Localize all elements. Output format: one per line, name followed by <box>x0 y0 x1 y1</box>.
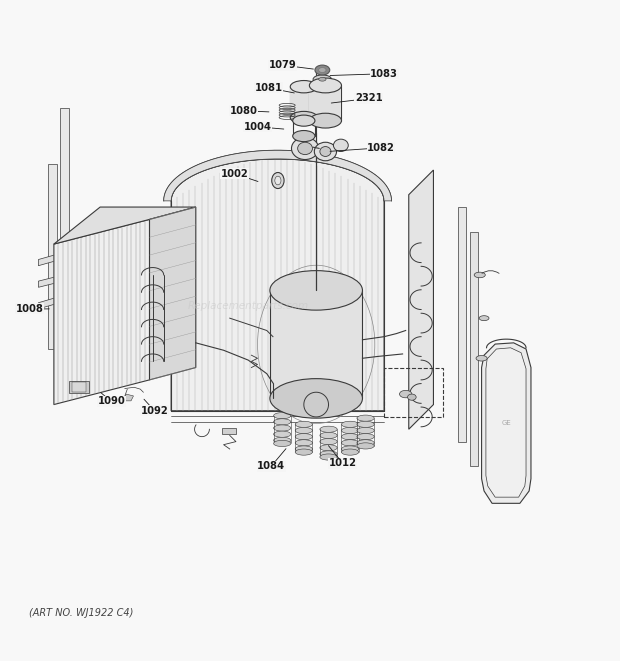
Ellipse shape <box>298 142 312 155</box>
Ellipse shape <box>273 440 291 447</box>
Ellipse shape <box>273 425 291 431</box>
Bar <box>69 381 89 393</box>
Ellipse shape <box>293 115 315 126</box>
Ellipse shape <box>291 137 319 159</box>
Ellipse shape <box>357 443 374 449</box>
Ellipse shape <box>357 415 374 421</box>
Polygon shape <box>482 343 531 503</box>
Ellipse shape <box>270 379 363 418</box>
Polygon shape <box>164 150 391 201</box>
Bar <box>73 382 86 392</box>
Ellipse shape <box>295 440 312 446</box>
Ellipse shape <box>314 142 337 161</box>
Ellipse shape <box>295 446 312 452</box>
Ellipse shape <box>320 438 337 445</box>
Polygon shape <box>60 108 69 318</box>
Polygon shape <box>223 428 236 434</box>
Ellipse shape <box>320 432 337 438</box>
Ellipse shape <box>342 449 359 455</box>
Text: 1083: 1083 <box>370 69 398 79</box>
Ellipse shape <box>273 431 291 438</box>
Polygon shape <box>149 207 196 380</box>
Ellipse shape <box>273 412 291 419</box>
Polygon shape <box>486 348 526 497</box>
Ellipse shape <box>275 176 281 185</box>
Ellipse shape <box>357 428 374 434</box>
Ellipse shape <box>295 428 312 434</box>
Ellipse shape <box>273 438 291 444</box>
Ellipse shape <box>272 173 284 188</box>
Polygon shape <box>38 281 112 309</box>
Ellipse shape <box>474 272 485 278</box>
Text: 1004: 1004 <box>244 122 272 132</box>
Ellipse shape <box>290 81 317 93</box>
Ellipse shape <box>320 445 337 451</box>
Ellipse shape <box>295 421 312 428</box>
Ellipse shape <box>319 67 326 73</box>
Ellipse shape <box>476 356 487 361</box>
Ellipse shape <box>309 78 342 93</box>
Polygon shape <box>38 256 137 288</box>
Text: 1081: 1081 <box>255 83 283 93</box>
Polygon shape <box>270 290 363 399</box>
Ellipse shape <box>295 434 312 440</box>
Text: 1092: 1092 <box>141 406 169 416</box>
Text: 1084: 1084 <box>257 461 285 471</box>
Ellipse shape <box>273 419 291 425</box>
Ellipse shape <box>342 421 359 428</box>
Ellipse shape <box>319 77 326 81</box>
Ellipse shape <box>342 428 359 434</box>
Ellipse shape <box>293 130 315 141</box>
Polygon shape <box>458 207 466 442</box>
Polygon shape <box>54 219 149 405</box>
Polygon shape <box>409 170 433 429</box>
Ellipse shape <box>342 440 359 446</box>
Ellipse shape <box>357 421 374 428</box>
Ellipse shape <box>295 449 312 455</box>
Ellipse shape <box>320 426 337 432</box>
Text: (ART NO. WJ1922 C4): (ART NO. WJ1922 C4) <box>29 608 133 618</box>
Polygon shape <box>54 207 196 244</box>
Ellipse shape <box>399 391 412 398</box>
Ellipse shape <box>407 394 416 401</box>
Ellipse shape <box>315 65 330 75</box>
Ellipse shape <box>357 440 374 446</box>
Ellipse shape <box>334 139 348 151</box>
Ellipse shape <box>320 454 337 460</box>
Ellipse shape <box>309 113 342 128</box>
Text: 1082: 1082 <box>367 143 395 153</box>
Text: GE: GE <box>502 420 511 426</box>
Ellipse shape <box>320 147 331 157</box>
Text: 2321: 2321 <box>355 93 383 103</box>
Polygon shape <box>48 164 57 349</box>
Text: 1079: 1079 <box>268 60 296 70</box>
Ellipse shape <box>320 451 337 457</box>
Text: 1080: 1080 <box>229 106 257 116</box>
Text: 1002: 1002 <box>221 169 249 178</box>
Polygon shape <box>290 87 317 118</box>
Ellipse shape <box>479 316 489 321</box>
Polygon shape <box>123 394 133 401</box>
Bar <box>384 368 443 417</box>
Ellipse shape <box>313 75 332 83</box>
Polygon shape <box>171 159 384 410</box>
Ellipse shape <box>290 112 317 124</box>
Ellipse shape <box>342 446 359 452</box>
Text: 1008: 1008 <box>16 304 44 314</box>
Text: 1090: 1090 <box>97 397 125 407</box>
Polygon shape <box>38 232 137 266</box>
Polygon shape <box>309 85 342 121</box>
Polygon shape <box>471 232 478 466</box>
Ellipse shape <box>270 270 363 310</box>
Text: Replacementparts.com: Replacementparts.com <box>188 301 309 311</box>
Ellipse shape <box>342 434 359 440</box>
Text: 1012: 1012 <box>329 458 356 468</box>
Ellipse shape <box>357 434 374 440</box>
